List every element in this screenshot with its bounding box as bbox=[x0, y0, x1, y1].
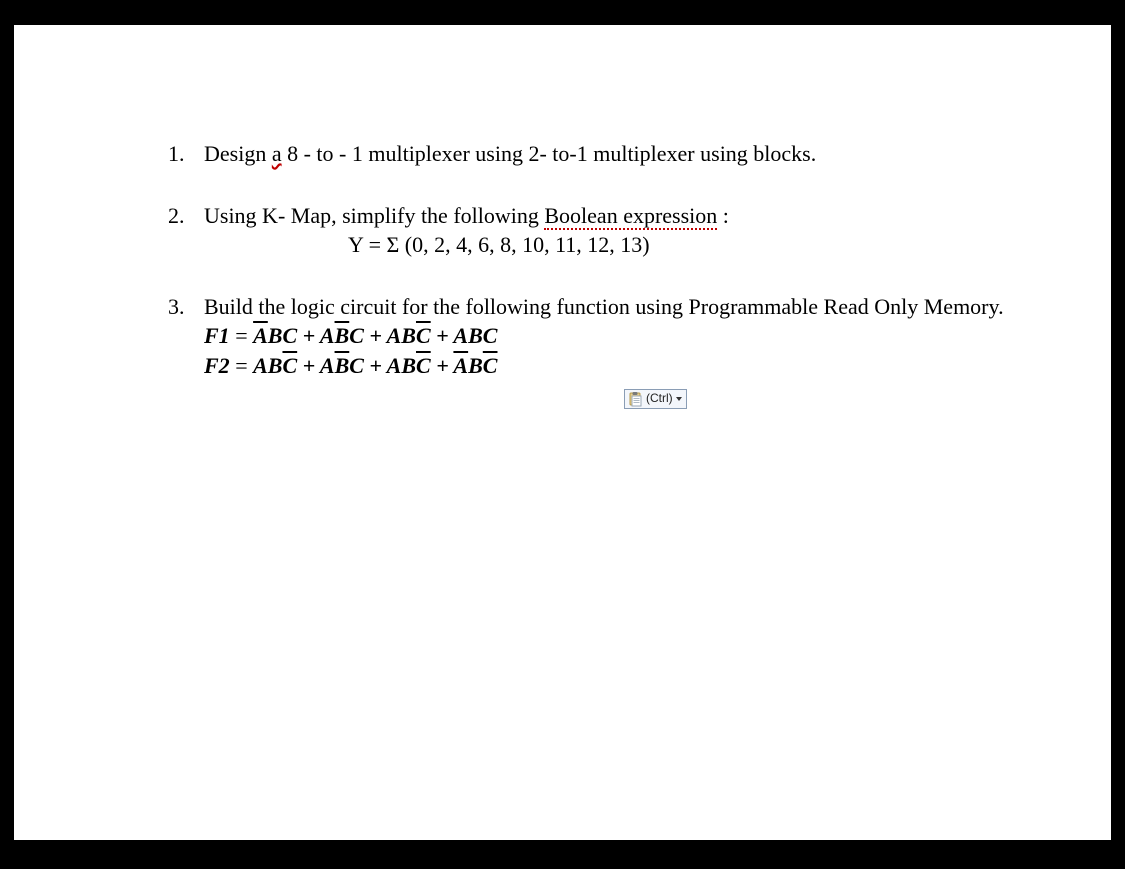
q1-squiggle-word: a bbox=[272, 141, 282, 166]
f2-expression: ABC + ABC + ABC + ABC bbox=[253, 353, 497, 378]
q1-text-p2: 8 - to - 1 multiplexer using 2- to-1 mul… bbox=[282, 141, 817, 166]
q2-text-p2: : bbox=[717, 203, 729, 228]
q2-dotted-phrase: Boolean expression bbox=[544, 203, 717, 230]
clipboard-icon bbox=[627, 391, 643, 407]
f2-eq: = bbox=[230, 353, 253, 378]
q2-equation: Y = Σ (0, 2, 4, 6, 8, 10, 11, 12, 13) bbox=[348, 231, 1051, 259]
q3-text-p1: Build the logic circuit for the followin… bbox=[204, 294, 1004, 319]
q2-text-p1: Using K- Map, simplify the following bbox=[204, 203, 544, 228]
question-2: Using K- Map, simplify the following Boo… bbox=[204, 202, 1051, 259]
paste-options-label: (Ctrl) bbox=[646, 391, 673, 406]
q3-f2-line: F2 = ABC + ABC + ABC + ABC bbox=[204, 352, 1051, 380]
chevron-down-icon bbox=[676, 397, 682, 401]
f2-label: F2 bbox=[204, 353, 230, 378]
question-1: Design a 8 - to - 1 multiplexer using 2-… bbox=[204, 140, 1051, 168]
q1-text-p1: Design bbox=[204, 141, 272, 166]
question-list: Design a 8 - to - 1 multiplexer using 2-… bbox=[74, 140, 1051, 379]
paste-options-tag[interactable]: (Ctrl) bbox=[624, 389, 687, 409]
f1-eq: = bbox=[230, 323, 253, 348]
document-page: Design a 8 - to - 1 multiplexer using 2-… bbox=[14, 25, 1111, 840]
question-3: Build the logic circuit for the followin… bbox=[204, 293, 1051, 380]
f1-expression: ABC + ABC + ABC + ABC bbox=[253, 323, 497, 348]
f1-label: F1 bbox=[204, 323, 230, 348]
q3-f1-line: F1 = ABC + ABC + ABC + ABC bbox=[204, 322, 1051, 350]
